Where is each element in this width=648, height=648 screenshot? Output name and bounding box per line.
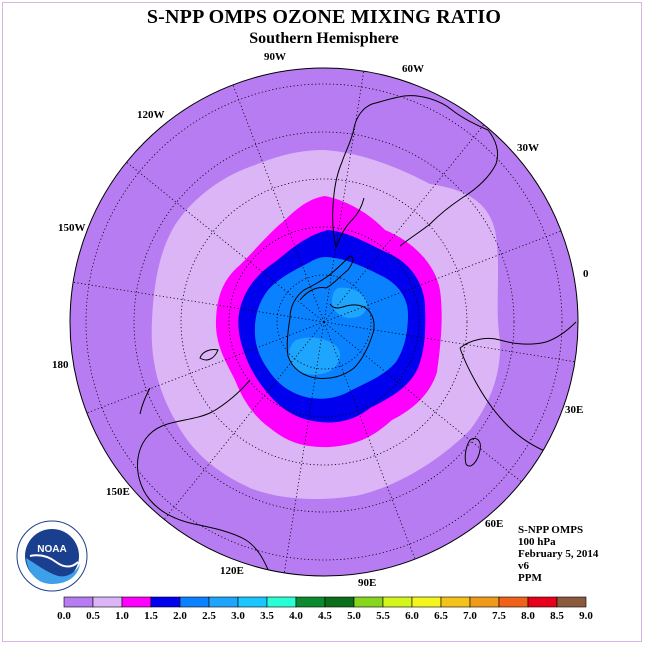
meridian-line [283, 321, 325, 573]
colorbar-tick-label: 6.5 [434, 610, 448, 622]
colorbar-swatch [266, 596, 297, 608]
colorbar-tick-label: 4.5 [318, 610, 332, 622]
meridians [73, 71, 575, 573]
meridian-line [163, 321, 325, 520]
colorbar-swatch [440, 596, 471, 608]
colorbar-swatch [208, 596, 239, 608]
info-level: 100 hPa [518, 536, 556, 548]
colorbar-tick-label: 1.5 [144, 610, 158, 622]
colorbar-swatch [63, 596, 94, 608]
colorbar-swatch [353, 596, 384, 608]
colorbar-tick-label: 0.5 [86, 610, 100, 622]
info-instrument: S-NPP OMPS [518, 524, 584, 536]
colorbar-tick-label: 3.5 [260, 610, 274, 622]
map-title: S-NPP OMPS OZONE MIXING RATIO [146, 6, 502, 28]
colorbar-swatch [556, 596, 587, 608]
colorbar-tick-label: 2.5 [202, 610, 216, 622]
colorbar-swatch [295, 596, 326, 608]
info-date: February 5, 2014 [518, 548, 599, 560]
meridian-line [232, 84, 325, 323]
colorbar-swatch [469, 596, 500, 608]
lon-label-30e: 30E [565, 404, 584, 416]
colorbar-tick-label: 6.0 [405, 610, 419, 622]
figure-frame [2, 2, 642, 642]
noaa-logo-text: NOAA [37, 544, 66, 555]
lon-label-180: 180 [52, 359, 69, 371]
meridian-line [323, 321, 575, 363]
meridian-line [126, 161, 325, 323]
colorbar-swatch [92, 596, 123, 608]
lon-label-150e: 150E [106, 486, 130, 498]
meridian-line [323, 71, 365, 323]
colorbar-tick-label: 3.0 [231, 610, 245, 622]
colorbar-tick-label: 9.0 [579, 610, 593, 622]
colorbar-tick-label: 7.0 [463, 610, 477, 622]
colorbar-swatch [498, 596, 529, 608]
meridian-line [73, 281, 325, 323]
lon-label-120e: 120E [220, 565, 244, 577]
meridian-line [323, 230, 562, 323]
meridian-line [323, 321, 522, 483]
info-units: PPM [518, 572, 542, 584]
colorbar-tick-label: 7.5 [492, 610, 506, 622]
colorbar-tick-label: 5.0 [347, 610, 361, 622]
colorbar-swatch [121, 596, 152, 608]
colorbar-swatch [237, 596, 268, 608]
colorbar-swatch [150, 596, 181, 608]
lon-label-30w: 30W [517, 142, 539, 154]
colorbar-swatch [527, 596, 558, 608]
colorbar-tick-label: 4.0 [289, 610, 303, 622]
colorbar-swatch [411, 596, 442, 608]
lon-label-60e: 60E [485, 518, 504, 530]
contour-2-5-north [332, 287, 368, 318]
colorbar-tick-label: 2.0 [173, 610, 187, 622]
colorbar-tick-label: 5.5 [376, 610, 390, 622]
colorbar-tick-label: 0.0 [57, 610, 71, 622]
lon-label-0: 0 [583, 268, 589, 280]
lon-label-90e: 90E [358, 577, 377, 589]
colorbar-swatch [382, 596, 413, 608]
coastlines [137, 95, 577, 576]
lon-label-90w: 90W [264, 51, 286, 63]
graticule [85, 83, 563, 561]
meridian-line [323, 124, 485, 323]
lon-label-150w: 150W [58, 222, 86, 234]
colorbar-tick-label: 8.0 [521, 610, 535, 622]
noaa-logo: NOAA [16, 520, 88, 592]
info-version: v6 [518, 560, 529, 572]
lon-label-60w: 60W [402, 63, 424, 75]
lon-label-120w: 120W [137, 109, 165, 121]
colorbar-tick-label: 1.0 [115, 610, 129, 622]
colorbar: 0.0 0.5 1.0 1.5 2.0 2.5 3.0 3.5 4.0 4.5 5.0 5.5 6.0 6… [57, 596, 593, 622]
map-outline [69, 67, 579, 577]
colorbar-tick-label: 8.5 [550, 610, 564, 622]
map-subtitle: Southern Hemisphere [249, 30, 399, 47]
meridian-line [323, 321, 416, 560]
colorbar-swatch [324, 596, 355, 608]
colorbar-swatch [179, 596, 210, 608]
contour-2-5-west [288, 337, 340, 375]
info-block: S-NPP OMPS 100 hPa February 5, 2014 v6 P… [518, 524, 598, 584]
meridian-line [86, 321, 325, 414]
